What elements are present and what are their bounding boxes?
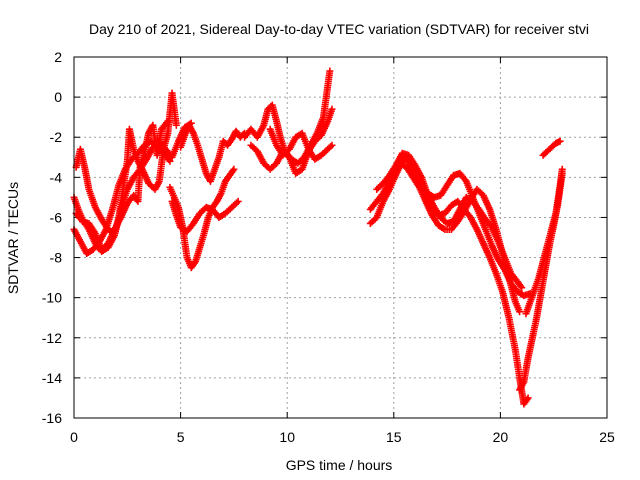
data-point [328, 141, 336, 149]
series-track-17 [539, 137, 564, 159]
series-track-14 [390, 159, 524, 316]
data-point [518, 284, 526, 292]
data-point [517, 282, 525, 290]
y-tick-label: -2 [50, 129, 63, 145]
y-tick-label: -16 [42, 410, 62, 426]
data-point [164, 117, 172, 125]
data-point [230, 165, 238, 173]
series-track-16 [522, 165, 566, 318]
data-point [172, 121, 180, 129]
x-tick-label: 15 [386, 429, 402, 445]
x-tick-label: 10 [279, 429, 295, 445]
y-tick-label: -14 [42, 370, 62, 386]
data-point [234, 197, 242, 205]
data-point [556, 137, 564, 145]
x-tick-label: 20 [493, 429, 509, 445]
x-tick-label: 25 [599, 429, 615, 445]
x-axis-label: GPS time / hours [286, 457, 393, 473]
y-tick-label: -12 [42, 330, 62, 346]
data-point [327, 143, 335, 151]
data-point [558, 165, 566, 173]
data-points [70, 67, 566, 408]
x-tick-label: 5 [177, 429, 185, 445]
data-point [326, 67, 334, 75]
data-point [524, 394, 532, 402]
data-point [328, 105, 336, 113]
grid-lines [74, 57, 607, 418]
x-tick-label: 0 [70, 429, 78, 445]
data-point [523, 395, 531, 403]
data-point [166, 157, 174, 165]
series-track-10 [266, 125, 336, 163]
chart-title: Day 210 of 2021, Sidereal Day-to-day VTE… [89, 21, 589, 37]
y-tick-label: -6 [50, 209, 63, 225]
y-tick-label: -4 [50, 169, 63, 185]
series-track-7 [177, 121, 249, 185]
y-tick-label: -8 [50, 250, 63, 266]
y-tick-label: -10 [42, 290, 62, 306]
plot-frame [73, 56, 608, 419]
data-point [190, 259, 198, 267]
data-point [229, 167, 237, 175]
data-point [516, 308, 524, 316]
y-axis-label: SDTVAR / TECUs [5, 182, 21, 294]
series-track-4 [72, 117, 172, 254]
y-tick-label: 2 [54, 49, 62, 65]
series-track-6 [168, 197, 242, 235]
y-tick-label: 0 [54, 89, 62, 105]
